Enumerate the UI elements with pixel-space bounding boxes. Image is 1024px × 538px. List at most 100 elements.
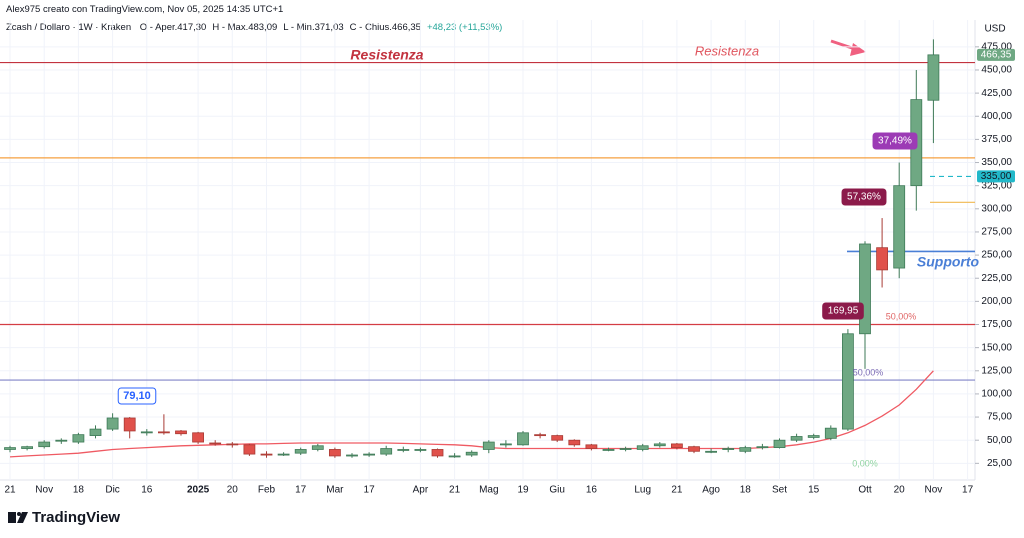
candle-body [328,449,341,457]
x-tick-label: Dic [105,485,119,496]
candle-body [534,434,546,437]
x-tick-label: 20 [894,485,906,496]
y-tick-label: 250,00 [981,250,1012,261]
annotation: 0,00% [852,458,878,468]
x-tick-label: Mag [479,485,498,496]
annotation: 79,10 [117,387,157,405]
brand: TradingView [32,509,120,526]
y-tick-label: 75,00 [987,412,1012,423]
candle-body [106,417,119,430]
candle-body [859,243,871,335]
legend-item: O - Aper.417,30 [139,22,207,33]
x-tick-label: 17 [364,485,376,496]
x-tick-label: Nov [35,485,53,496]
candle-body [790,436,803,441]
x-tick-label: 2025 [187,485,210,496]
annotation: Resistenza [695,43,759,58]
x-tick-label: Feb [258,485,276,496]
candle-body [140,431,153,434]
y-tick-label: 300,00 [981,203,1012,214]
candle-body [55,439,68,442]
candle-body [619,448,632,450]
candle-body [893,185,906,269]
candle-body [226,443,239,446]
candle-body [431,449,444,457]
y-tick-label: 375,00 [981,134,1012,145]
candle-body [311,445,324,450]
symbol: Zcash / Dollaro · 1W · Kraken [6,22,132,33]
candle-body [157,431,170,434]
annotation-text: 169,95 [828,306,859,317]
y-tick-label: 450,00 [981,65,1012,76]
candle-body [123,417,136,432]
candle-body [175,430,187,435]
y-tick-label: 100,00 [981,389,1012,400]
candle-body [688,446,700,452]
candle-body [72,434,85,443]
y-tick-label: 425,00 [981,88,1012,99]
candle-body [671,443,683,449]
candle-body [380,448,393,455]
annotation-text: 50,00% [853,367,884,377]
candle-body [927,54,940,101]
y-axis-label: USD [984,24,1005,35]
x-tick-label: Set [772,485,787,496]
candle-body [705,450,717,453]
price-label: 466,35 [981,49,1012,60]
moving-average [9,370,934,458]
x-tick-label: 21 [449,485,461,496]
candle-body [824,427,837,439]
x-tick-label: Ott [858,485,872,496]
y-tick-label: 225,00 [981,273,1012,284]
x-tick-label: 15 [808,485,820,496]
candle-body [414,449,427,451]
y-tick-label: 325,00 [981,180,1012,191]
annotation-text: 50,00% [886,311,917,321]
annotation-box [841,188,887,206]
annotation-box [117,387,157,405]
x-tick-label: 17 [295,485,307,496]
y-tick-label: 125,00 [981,365,1012,376]
annotation: Resistenza [350,47,423,63]
x-tick-label: 18 [740,485,752,496]
x-tick-label: Ago [702,485,720,496]
legend-item: C - Chius.466,35 [349,22,421,33]
x-tick-label: 21 [671,485,683,496]
x-tick-label: 16 [586,485,598,496]
annotation-text: 79,10 [123,390,151,402]
candle-body [192,432,205,443]
x-tick-label: 16 [141,485,153,496]
candle-body [448,455,461,458]
y-tick-label: 200,00 [981,296,1012,307]
candle-body [739,447,752,452]
annotation-text: 37,49% [878,136,912,147]
x-tick-label: Nov [925,485,943,496]
x-tick-label: 21 [4,485,16,496]
price-label-bg [977,48,1015,61]
y-tick-label: 25,00 [987,458,1012,469]
price-label-bg [977,170,1015,183]
candle-body [653,443,666,447]
x-tick-label: 17 [962,485,974,496]
logo [8,512,28,523]
annotation: 37,49% [872,132,918,150]
y-tick-label: 50,00 [987,435,1012,446]
annotation: 50,00% [886,311,917,321]
x-tick-label: Giu [549,485,565,496]
candle-body [465,451,478,456]
annotation: 50,00% [853,367,884,377]
candle-body [346,454,358,457]
candle-body [585,444,598,449]
candle-body [209,442,222,445]
candle-body [807,435,820,438]
annotation: 57,36% [841,188,887,206]
y-tick-label: 175,00 [981,319,1012,330]
y-tick-label: 275,00 [981,227,1012,238]
legend-item: L - Min.371,03 [283,22,344,33]
annotation: 169,95 [822,302,864,320]
annotation-box [822,302,864,320]
candle-body [722,448,735,450]
x-tick-label: 18 [73,485,85,496]
candle-body [4,447,16,450]
